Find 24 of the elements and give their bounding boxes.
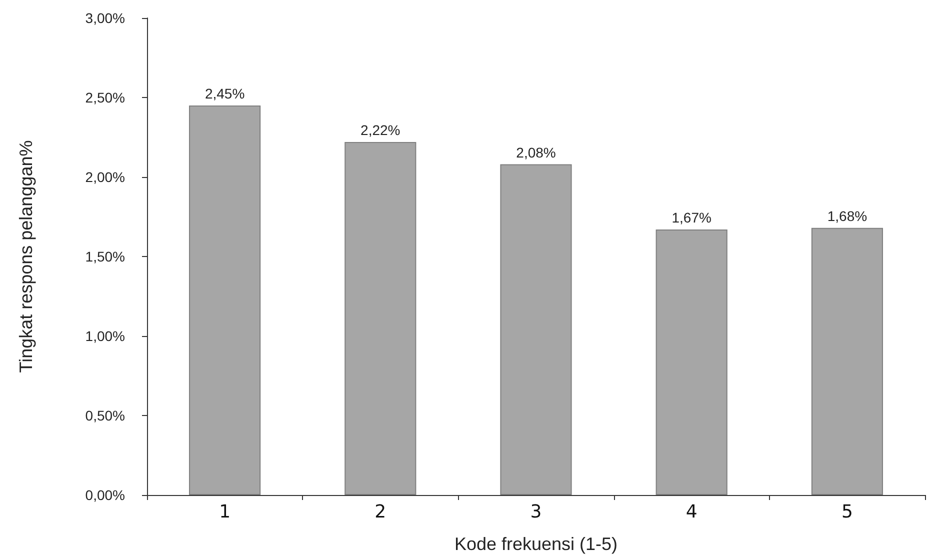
y-tick-label: 2,50% [85,90,125,106]
y-tick-label: 3,00% [85,10,125,26]
y-tick-label: 0,50% [85,408,125,424]
y-tick-label: 2,00% [85,169,125,185]
bar [811,228,883,495]
bar [656,229,728,495]
bar [189,105,261,495]
bar [500,164,572,495]
y-tick-label: 1,00% [85,328,125,344]
x-tick-label: 1 [219,502,231,522]
data-label: 1,68% [827,208,868,224]
x-tick-label: 2 [374,502,386,522]
data-label: 2,45% [204,85,245,102]
y-axis-title: Tingkat respons pelanggan% [16,140,36,373]
y-tick-label: 1,50% [85,248,125,264]
x-tick-label: 4 [686,502,698,522]
x-tick-label: 5 [841,502,853,522]
x-tick-label: 3 [530,502,542,522]
data-label: 1,67% [672,209,712,226]
data-label: 2,08% [516,144,556,160]
data-label: 2,22% [360,122,400,138]
y-tick-label: 0,00% [85,487,125,503]
bar [344,142,416,495]
x-axis-title: Kode frekuensi (1-5) [454,534,618,554]
